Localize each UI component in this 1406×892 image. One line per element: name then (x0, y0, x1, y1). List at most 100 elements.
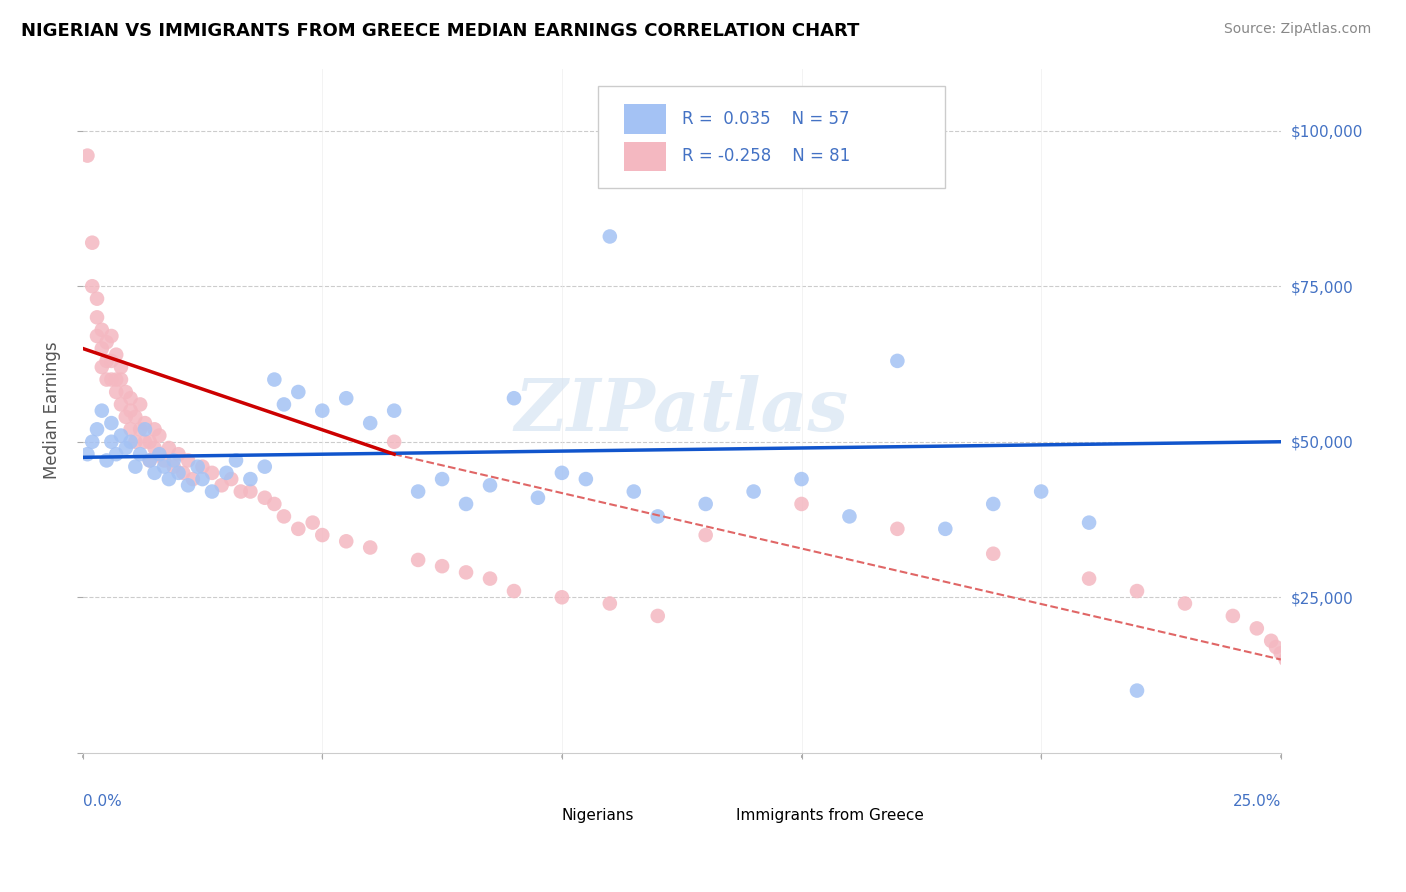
Point (359, 416, 381, 430)
Point (148, 447, 170, 461)
Point (623, 484, 645, 499)
Point (1126, 584, 1149, 599)
Point (335, 391, 357, 405)
Point (1270, 646, 1292, 660)
FancyBboxPatch shape (598, 86, 945, 188)
Point (153, 459, 176, 474)
Point (90, 403, 112, 417)
Point (129, 447, 152, 461)
Point (201, 484, 224, 499)
Point (114, 441, 136, 455)
Point (551, 466, 574, 480)
Point (981, 497, 1004, 511)
Point (139, 434, 162, 449)
Point (105, 447, 128, 461)
Point (163, 459, 186, 474)
Point (239, 472, 262, 486)
Point (287, 522, 309, 536)
Point (430, 559, 453, 574)
Text: NIGERIAN VS IMMIGRANTS FROM GREECE MEDIAN EARNINGS CORRELATION CHART: NIGERIAN VS IMMIGRANTS FROM GREECE MEDIA… (21, 22, 859, 40)
Point (382, 434, 405, 449)
Text: Nigerians: Nigerians (562, 808, 634, 823)
Bar (526, 807, 555, 824)
Point (790, 472, 813, 486)
Point (225, 453, 247, 467)
Point (191, 459, 214, 474)
Point (177, 453, 200, 467)
Point (90, 323, 112, 337)
Point (215, 466, 238, 480)
Point (143, 422, 166, 436)
Point (167, 447, 190, 461)
Point (177, 478, 200, 492)
Point (105, 384, 128, 399)
Point (239, 484, 262, 499)
Point (575, 472, 598, 486)
Point (430, 472, 453, 486)
Point (503, 584, 526, 599)
Point (110, 373, 132, 387)
Point (124, 409, 146, 424)
Point (219, 472, 242, 486)
Point (406, 484, 429, 499)
Point (120, 434, 142, 449)
Point (1078, 572, 1101, 586)
Point (143, 441, 166, 455)
Point (301, 516, 323, 530)
Point (1031, 484, 1053, 499)
Point (311, 403, 333, 417)
Point (96, 373, 118, 387)
Point (201, 466, 224, 480)
Text: R =  0.035    N = 57: R = 0.035 N = 57 (682, 110, 849, 128)
Point (599, 229, 621, 244)
Point (134, 422, 156, 436)
Point (148, 447, 170, 461)
Point (76, 148, 98, 162)
Point (1246, 621, 1268, 635)
Point (838, 509, 860, 524)
Point (599, 597, 621, 611)
Point (105, 348, 128, 362)
Point (263, 497, 285, 511)
Point (134, 416, 156, 430)
Point (311, 528, 333, 542)
Point (551, 591, 574, 605)
Text: Immigrants from Greece: Immigrants from Greece (735, 808, 924, 823)
Point (86, 329, 108, 343)
Point (287, 384, 309, 399)
Point (96, 453, 118, 467)
Point (96, 335, 118, 350)
Point (1260, 633, 1282, 648)
Point (139, 453, 162, 467)
Point (129, 397, 152, 411)
Point (503, 391, 526, 405)
Point (82, 235, 104, 250)
Point (253, 459, 276, 474)
Point (148, 428, 170, 442)
Point (153, 453, 176, 467)
Point (96, 354, 118, 368)
Y-axis label: Median Earnings: Median Earnings (44, 342, 60, 480)
Point (100, 434, 122, 449)
Point (1222, 609, 1244, 624)
Point (120, 403, 142, 417)
Point (76, 447, 98, 461)
Bar (700, 807, 730, 824)
Point (86, 292, 108, 306)
Point (479, 478, 502, 492)
Point (335, 534, 357, 549)
Point (1274, 652, 1296, 666)
Point (157, 472, 180, 486)
Point (790, 497, 813, 511)
Bar (624, 104, 666, 134)
Point (253, 491, 276, 505)
Point (90, 342, 112, 356)
Point (120, 422, 142, 436)
Point (454, 497, 477, 511)
Point (742, 484, 765, 499)
Point (981, 547, 1004, 561)
Point (90, 360, 112, 375)
Point (114, 384, 136, 399)
Text: 25.0%: 25.0% (1233, 794, 1281, 809)
Point (124, 459, 146, 474)
